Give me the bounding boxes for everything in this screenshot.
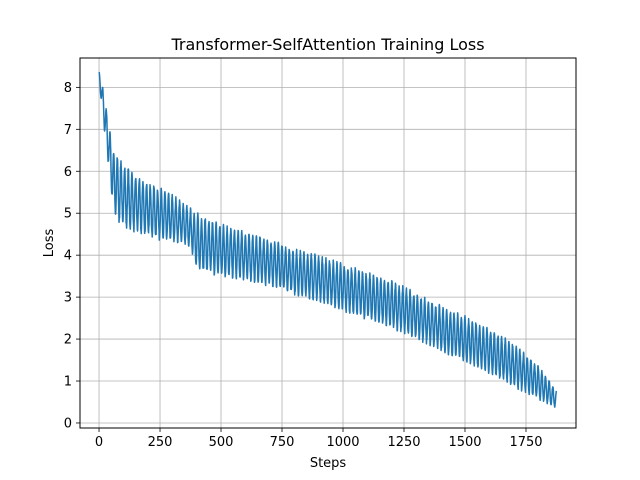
y-tick-label: 6 — [64, 165, 72, 180]
x-tick-label: 500 — [209, 435, 234, 450]
y-tick-label: 7 — [64, 123, 72, 138]
y-tick-label: 2 — [64, 333, 72, 348]
y-tick-label: 5 — [64, 207, 72, 222]
y-tick-label: 3 — [64, 291, 72, 306]
plot-area — [80, 58, 576, 428]
series-layer — [98, 71, 558, 408]
y-axis-label: Loss — [42, 229, 57, 258]
axis-ticks: 0 250 500 750 1000 1250 1500 1750 0 1 2 3 4 5 6 7 8 — [64, 81, 543, 450]
chart-title: Transformer-SelfAttention Training Loss — [170, 35, 484, 54]
y-tick-label: 0 — [64, 416, 72, 431]
y-tick-label: 1 — [64, 375, 72, 390]
x-tick-label: 1750 — [509, 435, 542, 450]
x-tick-label: 250 — [148, 435, 173, 450]
x-tick-label: 1250 — [387, 435, 420, 450]
y-tick-label: 8 — [64, 81, 72, 96]
loss-series-line — [98, 71, 558, 408]
x-tick-label: 750 — [270, 435, 295, 450]
x-tick-label: 0 — [95, 435, 103, 450]
x-axis-label: Steps — [310, 456, 347, 471]
x-tick-label: 1500 — [448, 435, 481, 450]
x-tick-label: 1000 — [326, 435, 359, 450]
plot-frame — [79, 57, 577, 429]
y-tick-label: 4 — [64, 249, 72, 264]
